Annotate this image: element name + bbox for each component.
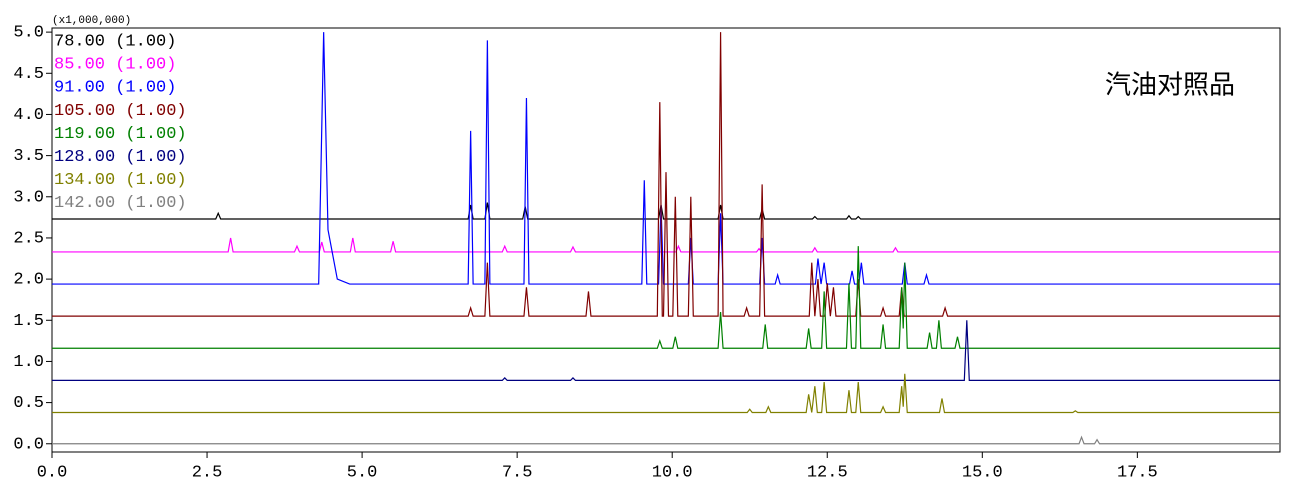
- x-tick-label: 2.5: [192, 463, 223, 482]
- y-tick-label: 0.5: [13, 394, 44, 413]
- trace: [52, 32, 1280, 285]
- legend-entry: 142.00 (1.00): [54, 194, 187, 213]
- y-tick-label: 3.5: [13, 147, 44, 166]
- y-tick-label: 1.0: [13, 353, 44, 372]
- y-multiplier: (x1,000,000): [52, 15, 131, 27]
- trace: [52, 320, 1280, 381]
- x-tick-label: 15.0: [962, 463, 1003, 482]
- legend-entry: 105.00 (1.00): [54, 102, 187, 121]
- x-tick-label: 7.5: [502, 463, 533, 482]
- x-tick-label: 12.5: [807, 463, 848, 482]
- x-tick-label: 17.5: [1117, 463, 1158, 482]
- legend-entry: 85.00 (1.00): [54, 56, 176, 75]
- y-tick-label: 0.0: [13, 435, 44, 454]
- x-tick-label: 0.0: [37, 463, 68, 482]
- legend-entry: 119.00 (1.00): [54, 125, 187, 144]
- y-tick-label: 1.5: [13, 312, 44, 331]
- trace: [52, 373, 1280, 414]
- y-tick-label: 2.5: [13, 229, 44, 248]
- legend-entry: 91.00 (1.00): [54, 79, 176, 98]
- trace: [52, 246, 1280, 349]
- annotation: 汽油对照品: [1105, 71, 1235, 101]
- trace: [52, 237, 1280, 253]
- y-tick-label: 3.0: [13, 188, 44, 207]
- x-tick-label: 5.0: [347, 463, 378, 482]
- legend-entry: 134.00 (1.00): [54, 171, 187, 190]
- legend-entry: 78.00 (1.00): [54, 32, 176, 51]
- y-tick-label: 2.0: [13, 271, 44, 290]
- y-tick-label: 4.5: [13, 65, 44, 84]
- trace: [52, 435, 1280, 445]
- legend-entry: 128.00 (1.00): [54, 148, 187, 167]
- y-tick-label: 4.0: [13, 106, 44, 125]
- trace: [52, 32, 1280, 317]
- y-tick-label: 5.0: [13, 24, 44, 43]
- plot-frame: [51, 27, 1281, 453]
- x-tick-label: 10.0: [652, 463, 693, 482]
